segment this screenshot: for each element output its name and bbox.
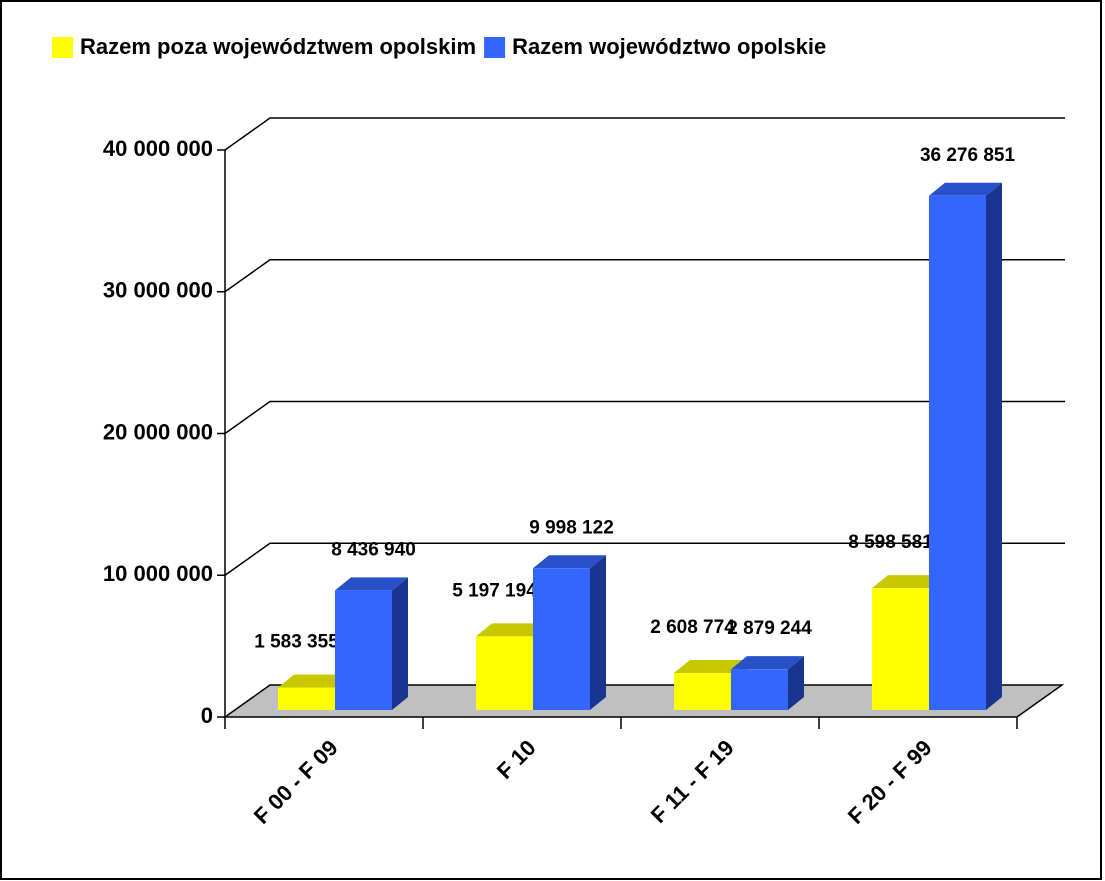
y-tick-label: 40 000 000 xyxy=(103,136,213,161)
bar-side xyxy=(986,182,1002,710)
value-label: 8 598 581 xyxy=(848,532,933,553)
grid-line xyxy=(224,259,1065,293)
legend-swatch xyxy=(484,37,506,58)
bar xyxy=(533,568,590,710)
legend-label: Razem województwo opolskie xyxy=(512,34,826,59)
value-label: 9 998 122 xyxy=(529,517,614,538)
bar xyxy=(278,687,335,710)
grid-line xyxy=(224,117,1065,151)
value-label: 36 276 851 xyxy=(920,145,1016,166)
legend-swatch xyxy=(52,37,73,58)
bar xyxy=(476,636,533,710)
value-label: 2 608 774 xyxy=(650,617,735,638)
value-label: 1 583 355 xyxy=(254,632,339,653)
bar-side xyxy=(392,577,408,710)
bar-side xyxy=(788,656,804,710)
bar-top xyxy=(476,623,549,637)
bar-top xyxy=(533,555,606,569)
floor xyxy=(222,684,1065,718)
y-tick-label: 30 000 000 xyxy=(103,278,213,303)
bar-top xyxy=(335,577,408,591)
bar-top xyxy=(278,674,351,688)
grid-line xyxy=(224,400,1065,435)
value-label: 2 879 244 xyxy=(727,618,812,639)
bar-top xyxy=(929,182,1002,196)
bar-side xyxy=(590,555,606,710)
legend-label: Razem poza województwem opolskim xyxy=(80,34,476,59)
value-label: 5 197 194 xyxy=(452,580,537,601)
bar xyxy=(731,669,788,710)
y-tick-label: 20 000 000 xyxy=(103,419,213,444)
bar xyxy=(674,673,731,710)
bar-top xyxy=(731,656,804,670)
y-tick-label: 10 000 000 xyxy=(103,561,213,586)
grid-line xyxy=(224,542,1065,576)
bar xyxy=(929,195,986,710)
bar-top xyxy=(674,660,747,674)
value-label: 8 436 940 xyxy=(331,539,416,560)
bar-top xyxy=(872,575,945,589)
y-tick-label: 0 xyxy=(201,703,213,728)
bar xyxy=(335,590,392,710)
bar xyxy=(872,588,929,710)
